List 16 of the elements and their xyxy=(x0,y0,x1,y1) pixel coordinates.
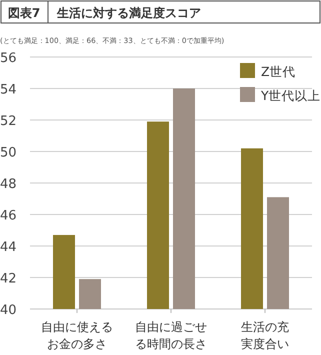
x-tick-label: 自由に使えるお金の多さ xyxy=(41,320,113,351)
y-tick-label: 40 xyxy=(0,303,17,318)
y-tick-label: 42 xyxy=(0,272,17,286)
y-tick-label: 46 xyxy=(0,208,17,224)
y-tick-label: 44 xyxy=(0,240,17,255)
x-tick-label: 自由に過ごせる時間の長さ xyxy=(135,320,207,351)
y-tick-label: 48 xyxy=(0,177,17,192)
y-tick-label: 56 xyxy=(0,51,17,66)
x-tick-label: 生活の充実度合い xyxy=(241,320,289,351)
y-tick-label: 50 xyxy=(0,146,17,160)
chart-title: 生活に対する満足度スコア xyxy=(56,6,201,20)
text: 図表7 xyxy=(8,6,40,20)
legend-label: Z世代 xyxy=(261,64,296,79)
legend-label: Y世代以上 xyxy=(260,88,321,103)
y-tick-label: 54 xyxy=(0,82,17,98)
y-tick-label: 52 xyxy=(0,114,17,129)
